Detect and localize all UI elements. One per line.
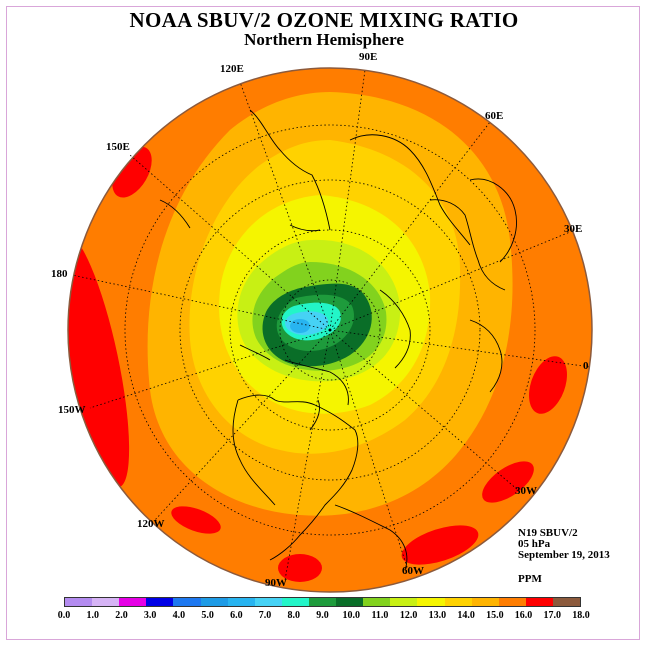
meridian-120w	[154, 329, 331, 521]
colorbar-tick-label: 11.0	[371, 610, 389, 621]
colorbar-swatch	[498, 598, 526, 606]
colorbar-swatch	[92, 598, 120, 606]
colorbar-tick-label: 0.0	[57, 610, 71, 621]
colorbar-tick-label: 3.0	[143, 610, 157, 621]
map-title: NOAA SBUV/2 OZONE MIXING RATIO	[129, 8, 519, 32]
band-5-6	[290, 319, 310, 333]
colorbar	[64, 597, 581, 607]
meridian-150e	[129, 154, 331, 331]
colorbar-tick-label: 9.0	[316, 610, 329, 621]
colorbar-tick-label: 18.0	[572, 610, 590, 621]
ozone-field	[68, 68, 592, 592]
lon-label-120w: 120W	[137, 518, 165, 530]
colorbar-swatch	[552, 598, 581, 606]
colorbar-tick-label: 16.0	[514, 610, 533, 621]
colorbar-swatch	[254, 598, 282, 606]
colorbar-tick-label: 7.0	[258, 610, 272, 621]
colorbar-swatch	[65, 598, 93, 606]
colorbar-tick-label: 10.0	[342, 610, 360, 621]
band-16-17-patch-120w	[171, 506, 221, 534]
meridian-30w	[329, 329, 519, 491]
lon-label-180: 180	[51, 268, 68, 280]
colorbar-swatch	[390, 598, 418, 606]
colorbar-swatch	[525, 598, 553, 606]
colorbar-tick-label: 12.0	[399, 610, 418, 621]
band-16-17-patch-0	[529, 356, 567, 414]
colorbar-swatch	[336, 598, 364, 606]
colorbar-swatch	[281, 598, 309, 606]
lon-label-90e: 90E	[359, 51, 378, 63]
latitude-circle-70	[229, 229, 431, 431]
graticule	[71, 69, 591, 581]
band-16-17-patch-30w	[482, 461, 534, 503]
band-16-17-patch-90w	[278, 554, 322, 582]
lon-label-90w: 90W	[265, 577, 287, 589]
lon-label-60w: 60W	[402, 565, 424, 577]
meridian-30e	[329, 231, 571, 331]
colorbar-swatch	[444, 598, 472, 606]
colorbar-swatch	[200, 598, 228, 606]
hemisphere-boundary	[67, 67, 593, 593]
colorbar-tick-label: 14.0	[457, 610, 475, 621]
info-units: PPM	[518, 573, 542, 585]
latitude-circle-80	[279, 279, 381, 381]
colorbar-tick-label: 4.0	[172, 610, 186, 621]
lon-label-120e: 120E	[220, 63, 244, 75]
colorbar-tick-label: 8.0	[287, 610, 301, 621]
colorbar-swatch	[173, 598, 201, 606]
colorbar-tick-label: 17.0	[543, 610, 562, 621]
coastlines	[159, 109, 517, 571]
colorbar-swatch	[471, 598, 499, 606]
colorbar-tick-label: 13.0	[428, 610, 447, 621]
colorbar-swatch	[363, 598, 391, 606]
lon-label-60e: 60E	[485, 110, 504, 122]
plot-frame	[6, 6, 640, 640]
info-level: 05 hPa	[518, 538, 551, 550]
colorbar-tick-label: 6.0	[230, 610, 243, 621]
band-16-17-patch-60w	[401, 525, 479, 565]
info-instrument: N19 SBUV/2	[518, 527, 578, 539]
lon-label-150w: 150W	[58, 404, 86, 416]
lon-label-150e: 150E	[106, 141, 130, 153]
colorbar-swatch	[308, 598, 337, 606]
colorbar-swatch	[119, 598, 147, 606]
colorbar-tick-label: 15.0	[486, 610, 504, 621]
latitude-circle-60	[179, 179, 481, 481]
colorbar-swatch	[146, 598, 174, 606]
colorbar-swatch	[417, 598, 445, 606]
lon-label-30e: 30E	[564, 223, 583, 235]
map-subtitle: Northern Hemisphere	[244, 30, 404, 49]
band-16-17-patch-180	[68, 232, 130, 488]
colorbar-tick-label: 5.0	[201, 610, 214, 621]
lon-label-0: 0	[583, 360, 589, 372]
colorbar-swatch	[227, 598, 255, 606]
colorbar-tick-label: 1.0	[86, 610, 99, 621]
latitude-circle-45	[124, 124, 536, 536]
info-date: September 19, 2013	[518, 549, 610, 561]
colorbar-tick-label: 2.0	[115, 610, 128, 621]
lon-label-30w: 30W	[515, 485, 537, 497]
